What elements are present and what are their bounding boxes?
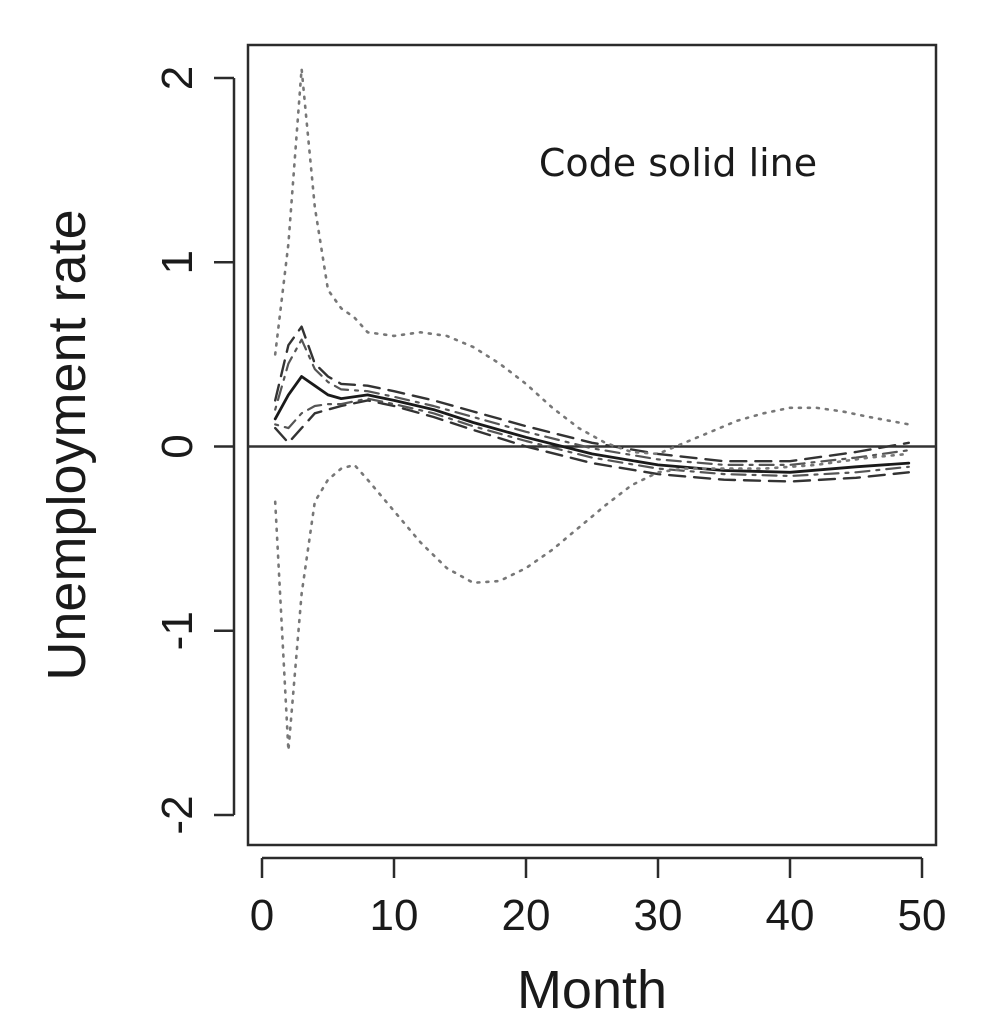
x-tick-label: 30 — [634, 891, 683, 940]
y-tick-label: 1 — [153, 250, 202, 274]
x-axis: 0 10 20 30 40 50 — [250, 856, 947, 940]
y-tick-label: -2 — [153, 795, 202, 834]
x-tick-label: 10 — [370, 891, 419, 940]
y-tick-label: -1 — [153, 611, 202, 650]
plot-frame — [246, 43, 938, 847]
series-line-dotted-7 — [273, 452, 911, 752]
y-tick-label: 0 — [153, 434, 202, 458]
chart-annotation: Code solid line — [539, 141, 817, 185]
series-line-dashed-3 — [274, 399, 910, 483]
series-line-dashed-2 — [274, 325, 910, 463]
x-axis-title: Month — [517, 960, 667, 1020]
y-tick-label: 2 — [153, 66, 202, 90]
x-tick-label: 50 — [898, 891, 947, 940]
y-axis: -2 -1 0 1 2 — [153, 66, 236, 835]
x-tick-label: 20 — [502, 891, 551, 940]
x-tick-label: 40 — [766, 891, 815, 940]
series-line-dotted-6 — [273, 67, 911, 456]
series-line-dotdash-5 — [274, 397, 910, 478]
series-layer — [273, 67, 911, 752]
y-axis-title: Unemployment rate — [37, 209, 97, 680]
series-line-dotdash-4 — [274, 338, 910, 466]
series-line-solid-1 — [273, 375, 911, 474]
x-tick-label: 0 — [250, 891, 274, 940]
